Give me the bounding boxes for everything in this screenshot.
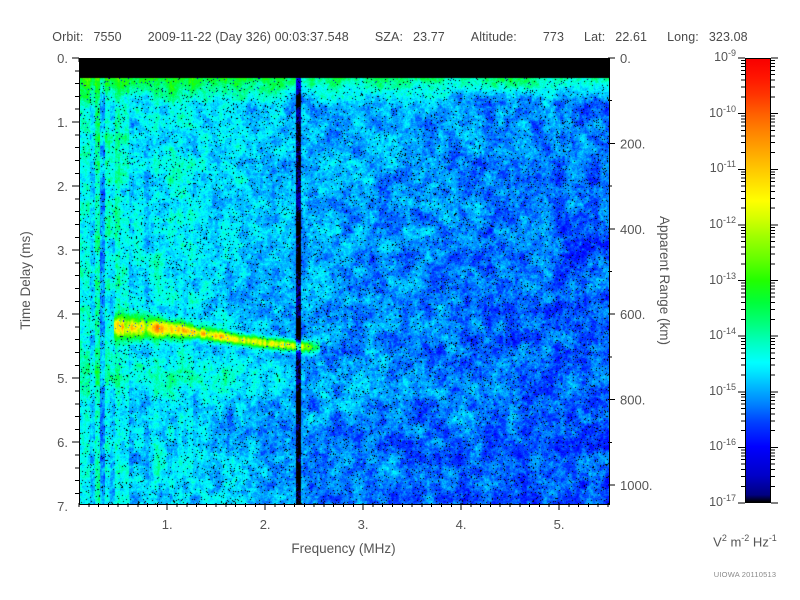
colorbar-tick-label--12: 10-12 [709, 214, 736, 232]
y-right-tick-label-800: 800. [620, 393, 645, 408]
sza-label: SZA: [374, 30, 404, 44]
y-right-tick-label-0: 0. [620, 51, 631, 66]
colorbar-tick-label--10: 10-10 [709, 103, 736, 120]
x-tick-label-4: 4. [456, 517, 467, 532]
long-label: Long: [667, 30, 699, 44]
altitude-label: Altitude: [470, 30, 517, 44]
y-left-tick-label-4: 4. [57, 307, 68, 322]
colorbar-tick-label--15: 10-15 [709, 381, 736, 398]
y-left-tick-label-5: 5. [57, 371, 68, 386]
colorbar-tick-label--9: 10-9 [714, 48, 736, 65]
altitude-value: 773 [542, 30, 565, 44]
colorbar-tick-label--16: 10-16 [709, 437, 736, 454]
colorbar-tick-label--14: 10-14 [709, 326, 736, 343]
y-left-tick-label-0: 0. [57, 51, 68, 66]
x-tick-label-1: 1. [162, 517, 173, 532]
y-right-tick-label-1000: 1000. [620, 478, 653, 493]
colorbar [745, 58, 771, 503]
y-left-tick-label-1: 1. [57, 115, 68, 130]
y-right-tick-label-200: 200. [620, 136, 645, 151]
colorbar-gradient [745, 58, 771, 503]
y-left-tick-label-2: 2. [57, 179, 68, 194]
y-left-tick-label-6: 6. [57, 435, 68, 450]
radargram-canvas [80, 59, 609, 504]
x-tick-label-5: 5. [554, 517, 565, 532]
lat-label: Lat: [584, 30, 606, 44]
x-tick-label-3: 3. [358, 517, 369, 532]
x-tick-label-2: 2. [260, 517, 271, 532]
credit-text: UIOWA 20110513 [713, 570, 777, 579]
y-left-axis-title: Time Delay (ms) [18, 231, 33, 330]
colorbar-tick-label--13: 10-13 [709, 270, 736, 287]
page-title: Orbit: 7550 2009-11-22 (Day 326) 00:03:37.… [0, 30, 800, 44]
y-left-tick-label-7: 7. [57, 499, 68, 514]
radargram-plot [79, 58, 610, 505]
orbit-value: 7550 [93, 30, 122, 44]
y-left-tick-label-3: 3. [57, 243, 68, 258]
sza-value: 23.77 [413, 30, 445, 44]
y-right-tick-label-400: 400. [620, 222, 645, 237]
x-axis-title: Frequency (MHz) [291, 541, 395, 556]
y-right-axis-title: Apparent Range (km) [657, 216, 672, 345]
colorbar-tick-label--11: 10-11 [709, 159, 736, 176]
lat-value: 22.61 [615, 30, 648, 44]
observation-datetime: 2009-11-22 (Day 326) 00:03:37.548 [147, 30, 349, 44]
y-right-tick-label-600: 600. [620, 307, 645, 322]
long-value: 323.08 [708, 30, 748, 44]
orbit-label: Orbit: [52, 30, 84, 44]
colorbar-unit-label: V2 m-2 Hz-1 [713, 533, 777, 550]
colorbar-tick-label--17: 10-17 [709, 493, 736, 510]
